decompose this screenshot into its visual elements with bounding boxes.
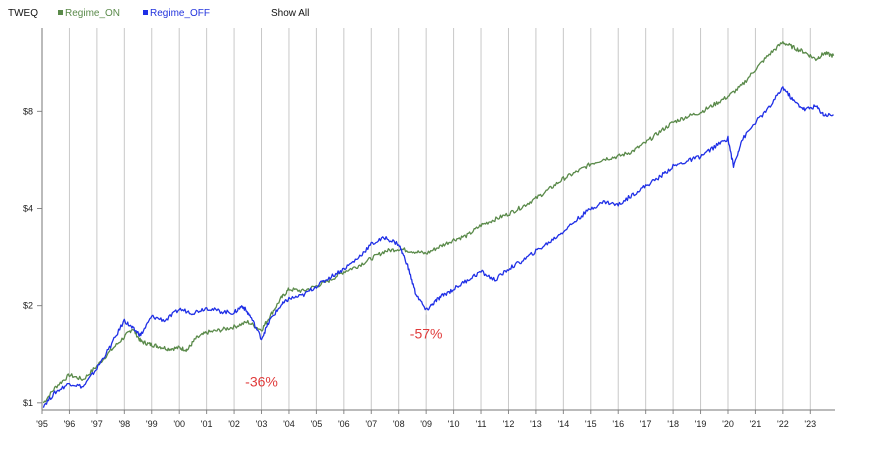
legend: TWEQ Regime_ON Regime_OFF Show All bbox=[0, 0, 873, 24]
x-tick-label: '97 bbox=[91, 419, 103, 429]
x-tick-label: '07 bbox=[365, 419, 377, 429]
x-tick-label: '20 bbox=[722, 419, 734, 429]
drawdown-label: -36% bbox=[245, 374, 278, 390]
x-tick-label: '21 bbox=[750, 419, 762, 429]
x-tick-label: '98 bbox=[118, 419, 130, 429]
x-tick-label: '99 bbox=[146, 419, 158, 429]
x-tick-label: '95 bbox=[36, 419, 48, 429]
y-tick-label: $1 bbox=[23, 398, 33, 408]
x-tick-label: '18 bbox=[667, 419, 679, 429]
x-tick-label: '12 bbox=[503, 419, 515, 429]
x-tick-label: '03 bbox=[256, 419, 268, 429]
show-all-button[interactable]: Show All bbox=[271, 8, 310, 19]
x-tick-label: '96 bbox=[64, 419, 76, 429]
x-tick-label: '05 bbox=[311, 419, 323, 429]
x-tick-label: '10 bbox=[448, 419, 460, 429]
x-tick-label: '13 bbox=[530, 419, 542, 429]
x-tick-label: '16 bbox=[612, 419, 624, 429]
legend-swatch-icon bbox=[143, 10, 148, 15]
legend-swatch-icon bbox=[58, 10, 63, 15]
x-tick-label: '15 bbox=[585, 419, 597, 429]
x-tick-label: '08 bbox=[393, 419, 405, 429]
x-tick-label: '14 bbox=[557, 419, 569, 429]
x-tick-label: '22 bbox=[777, 419, 789, 429]
x-tick-label: '19 bbox=[695, 419, 707, 429]
y-tick-label: $8 bbox=[23, 106, 33, 116]
x-tick-label: '02 bbox=[228, 419, 240, 429]
legend-label-regime-on: Regime_ON bbox=[65, 8, 121, 19]
x-tick-label: '04 bbox=[283, 419, 295, 429]
legend-title: TWEQ bbox=[8, 8, 38, 19]
x-tick-label: '09 bbox=[420, 419, 432, 429]
drawdown-label: -57% bbox=[410, 326, 443, 342]
series-line-regime-off bbox=[42, 86, 834, 408]
x-tick-label: '06 bbox=[338, 419, 350, 429]
legend-item-regime-off[interactable]: Regime_OFF bbox=[143, 8, 210, 19]
legend-label-regime-off: Regime_OFF bbox=[150, 8, 211, 19]
x-tick-label: '23 bbox=[804, 419, 816, 429]
series-line-regime-on bbox=[42, 41, 835, 404]
x-tick-label: '11 bbox=[475, 419, 486, 429]
y-tick-label: $2 bbox=[23, 301, 33, 311]
x-tick-label: '00 bbox=[173, 419, 185, 429]
legend-item-regime-on[interactable]: Regime_ON bbox=[58, 8, 120, 19]
y-tick-label: $4 bbox=[23, 204, 33, 214]
x-tick-label: '17 bbox=[640, 419, 652, 429]
x-tick-label: '01 bbox=[201, 419, 213, 429]
